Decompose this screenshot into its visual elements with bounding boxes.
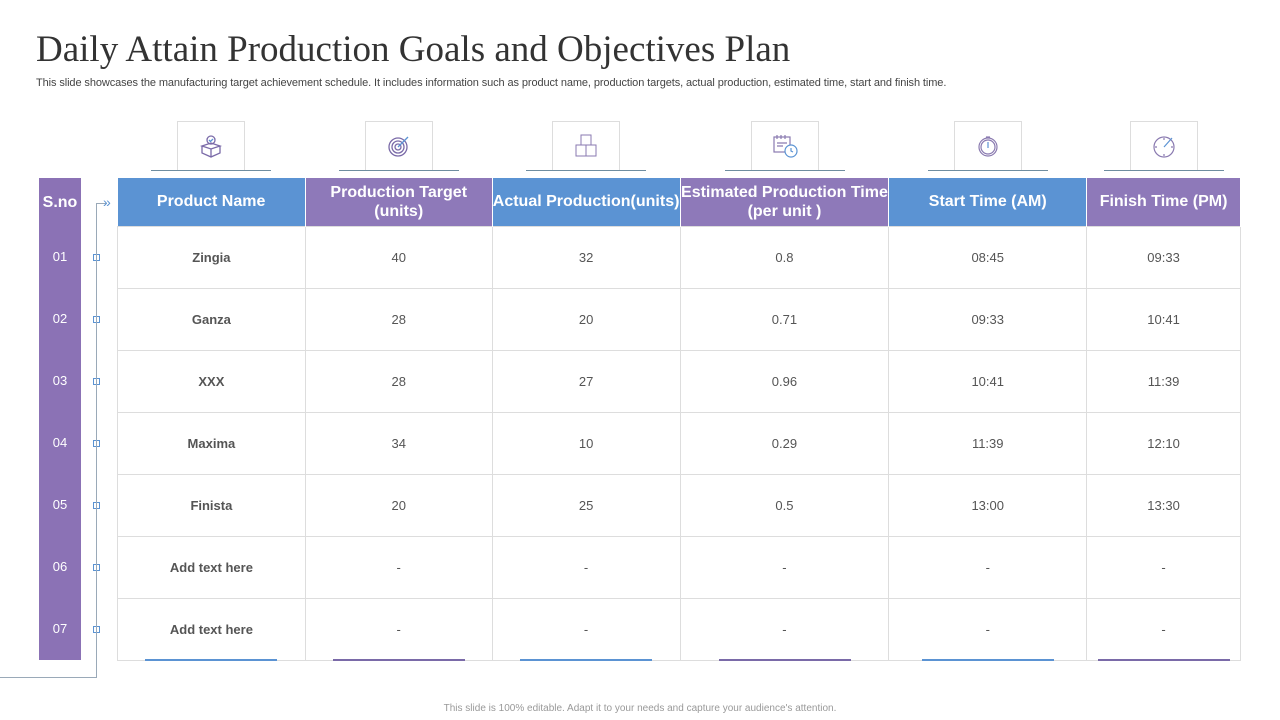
column-header: Product Name [117, 178, 306, 226]
product-name-cell: Maxima [117, 411, 306, 475]
icon-underline [526, 170, 646, 171]
product-name-cell: Zingia [117, 225, 306, 289]
table-cell: - [491, 597, 681, 661]
table-cell: 11:39 [888, 411, 1088, 475]
row-number: 03 [52, 373, 68, 388]
column-accent [922, 659, 1054, 661]
table-row: Zingia 40 32 0.8 08:45 09:33 [117, 225, 1241, 289]
table-cell: 20 [491, 287, 681, 351]
product-name-cell: Add text here [117, 535, 306, 599]
table-cell: 09:33 [1086, 225, 1241, 289]
table-row: Add text here - - - - - [117, 597, 1241, 661]
table-cell: - [304, 597, 493, 661]
table-cell: 32 [491, 225, 681, 289]
product-name-cell: Add text here [117, 597, 306, 661]
table-cell: 13:00 [888, 473, 1088, 537]
product-name-cell: XXX [117, 349, 306, 413]
boxes-icon [552, 121, 620, 170]
table-cell: 27 [491, 349, 681, 413]
row-number: 02 [52, 311, 68, 326]
icon-underline [928, 170, 1048, 171]
clock-check-icon [1130, 121, 1198, 170]
table-cell: 0.71 [679, 287, 890, 351]
column-accent [145, 659, 277, 661]
table-cell: 09:33 [888, 287, 1088, 351]
column-header: Estimated Production Time (per unit ) [680, 178, 890, 226]
table-row: Add text here - - - - - [117, 535, 1241, 599]
table-row: XXX 28 27 0.96 10:41 11:39 [117, 349, 1241, 413]
column-header: Actual Production(units) [492, 178, 681, 226]
row-number: 01 [52, 249, 68, 264]
row-number: 07 [52, 621, 68, 636]
table-cell: - [888, 597, 1088, 661]
table-cell: 0.5 [679, 473, 890, 537]
table-cell: 34 [304, 411, 493, 475]
column-header: Production Target (units) [305, 178, 493, 226]
page-subtitle: This slide showcases the manufacturing t… [36, 77, 947, 89]
table-cell: 28 [304, 287, 493, 351]
sno-header: S.no [42, 194, 78, 211]
column-accent [718, 659, 851, 661]
table-cell: 08:45 [888, 225, 1088, 289]
table-cell: - [1086, 535, 1241, 599]
table-cell: 12:10 [1086, 411, 1241, 475]
product-name-cell: Finista [117, 473, 306, 537]
row-number: 06 [52, 559, 68, 574]
column-accent [520, 659, 652, 661]
connector-line [0, 677, 97, 678]
production-table: Product Name Production Target (units) Act… [117, 178, 1241, 661]
double-chevron-icon: » [103, 194, 111, 210]
table-cell: - [1086, 597, 1241, 661]
table-cell: 28 [304, 349, 493, 413]
icon-underline [338, 170, 459, 171]
target-icon [364, 121, 433, 170]
product-name-cell: Ganza [117, 287, 306, 351]
table-row: Ganza 28 20 0.71 09:33 10:41 [117, 287, 1241, 351]
column-accent [332, 659, 465, 661]
table-cell: 40 [304, 225, 493, 289]
table-cell: 10:41 [888, 349, 1088, 413]
table-cell: 0.29 [679, 411, 890, 475]
table-cell: 11:39 [1086, 349, 1241, 413]
row-number: 05 [52, 497, 68, 512]
page-title: Daily Attain Production Goals and Object… [36, 29, 791, 70]
connector-line [96, 203, 106, 204]
table-cell: - [888, 535, 1088, 599]
table-cell: 10 [491, 411, 681, 475]
table-cell: 20 [304, 473, 493, 537]
row-number: 04 [52, 435, 68, 450]
icon-underline [151, 170, 271, 171]
table-cell: 0.8 [679, 225, 890, 289]
connector-line [96, 203, 97, 677]
table-cell: - [304, 535, 493, 599]
column-accent [1098, 659, 1230, 661]
table-cell: - [491, 535, 681, 599]
box-check-icon [177, 121, 245, 170]
table-cell: 0.96 [679, 349, 890, 413]
table-cell: 13:30 [1086, 473, 1241, 537]
calendar-clock-icon [750, 121, 819, 170]
sno-sidebar [39, 178, 81, 660]
table-cell: 10:41 [1086, 287, 1241, 351]
stopwatch-icon [954, 121, 1022, 170]
table-row: Maxima 34 10 0.29 11:39 12:10 [117, 411, 1241, 475]
table-cell: - [679, 597, 890, 661]
icon-underline [724, 170, 845, 171]
icon-underline [1104, 170, 1224, 171]
column-header: Start Time (AM) [888, 178, 1088, 226]
table-cell: 25 [491, 473, 681, 537]
table-cell: - [679, 535, 890, 599]
footer-note: This slide is 100% editable. Adapt it to… [443, 703, 837, 714]
table-row: Finista 20 25 0.5 13:00 13:30 [117, 473, 1241, 537]
column-header: Finish Time (PM) [1086, 178, 1241, 226]
